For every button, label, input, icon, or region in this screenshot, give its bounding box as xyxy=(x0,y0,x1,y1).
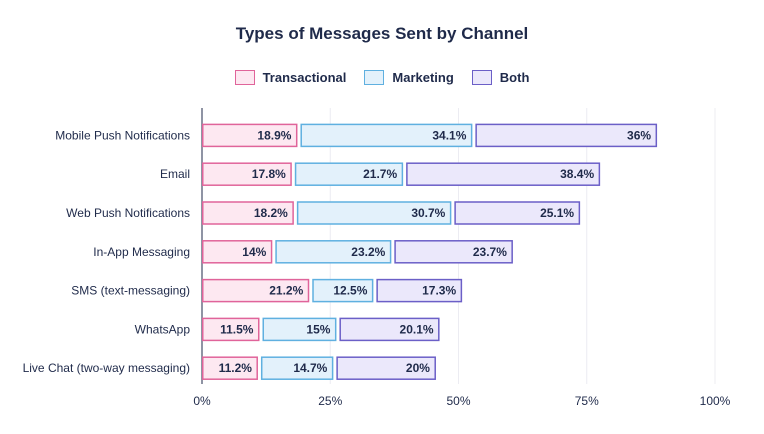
x-tick-label: 50% xyxy=(446,394,470,408)
bar-transactional xyxy=(202,162,292,186)
bar-marketing xyxy=(296,201,452,225)
legend-label-transactional: Transactional xyxy=(262,70,347,85)
bar-marketing xyxy=(260,356,334,380)
legend-item-both: Both xyxy=(471,70,530,85)
legend-swatch-marketing xyxy=(364,70,385,85)
data-label: 11.2% xyxy=(219,361,253,375)
bar-transactional xyxy=(202,356,258,380)
data-label: 18.2% xyxy=(254,206,288,220)
data-label: 14% xyxy=(242,245,266,259)
x-tick-label: 25% xyxy=(318,394,342,408)
chart-title: Types of Messages Sent by Channel xyxy=(235,24,529,43)
legend-label-marketing: Marketing xyxy=(392,70,454,85)
data-label: 15% xyxy=(306,322,330,336)
category-label: Email xyxy=(160,167,190,181)
bar-both xyxy=(339,317,440,342)
bar-both xyxy=(475,123,658,148)
bar-marketing xyxy=(294,162,404,186)
category-label: WhatsApp xyxy=(135,322,191,336)
bar-transactional xyxy=(202,317,260,342)
bar-transactional xyxy=(202,240,273,264)
data-label: 25.1% xyxy=(540,206,574,220)
data-label: 18.9% xyxy=(257,128,291,142)
x-tick-label: 100% xyxy=(700,394,731,408)
data-label: 20% xyxy=(406,361,430,375)
bar-transactional xyxy=(202,278,310,303)
bar-both xyxy=(454,201,581,225)
legend-item-transactional: Transactional xyxy=(234,70,347,85)
data-label: 30.7% xyxy=(411,206,445,220)
legend: Transactional Marketing Both xyxy=(0,70,764,85)
category-label: In-App Messaging xyxy=(93,245,190,259)
legend-item-marketing: Marketing xyxy=(364,70,454,85)
legend-label-both: Both xyxy=(499,70,530,85)
category-label: SMS (text-messaging) xyxy=(71,284,190,298)
category-label: Live Chat (two-way messaging) xyxy=(23,361,190,375)
data-label: 11.5% xyxy=(220,322,254,336)
data-label: 23.2% xyxy=(351,245,385,259)
data-label: 34.1% xyxy=(432,128,466,142)
data-label: 23.7% xyxy=(473,245,507,259)
bar-both xyxy=(406,162,601,186)
data-label: 20.1% xyxy=(400,322,434,336)
bar-transactional xyxy=(202,123,298,148)
data-label: 38.4% xyxy=(560,167,594,181)
bar-both xyxy=(336,356,436,380)
legend-swatch-both xyxy=(471,70,492,85)
bar-both xyxy=(394,240,513,264)
bar-marketing xyxy=(262,317,337,342)
legend-swatch-transactional xyxy=(234,70,255,85)
bar-both xyxy=(376,278,463,303)
data-label: 14.7% xyxy=(293,361,327,375)
category-label: Web Push Notifications xyxy=(66,206,190,220)
data-label: 21.7% xyxy=(363,167,397,181)
x-tick-label: 75% xyxy=(575,394,599,408)
x-tick-label: 0% xyxy=(193,394,211,408)
bar-marketing xyxy=(312,278,374,303)
data-label: 21.2% xyxy=(269,284,303,298)
data-label: 36% xyxy=(627,128,651,142)
category-label: Mobile Push Notifications xyxy=(55,128,190,142)
bar-transactional xyxy=(202,201,294,225)
data-label: 12.5% xyxy=(333,284,367,298)
bar-marketing xyxy=(275,240,392,264)
data-label: 17.3% xyxy=(422,284,456,298)
bar-marketing xyxy=(300,123,473,148)
data-label: 17.8% xyxy=(252,167,286,181)
